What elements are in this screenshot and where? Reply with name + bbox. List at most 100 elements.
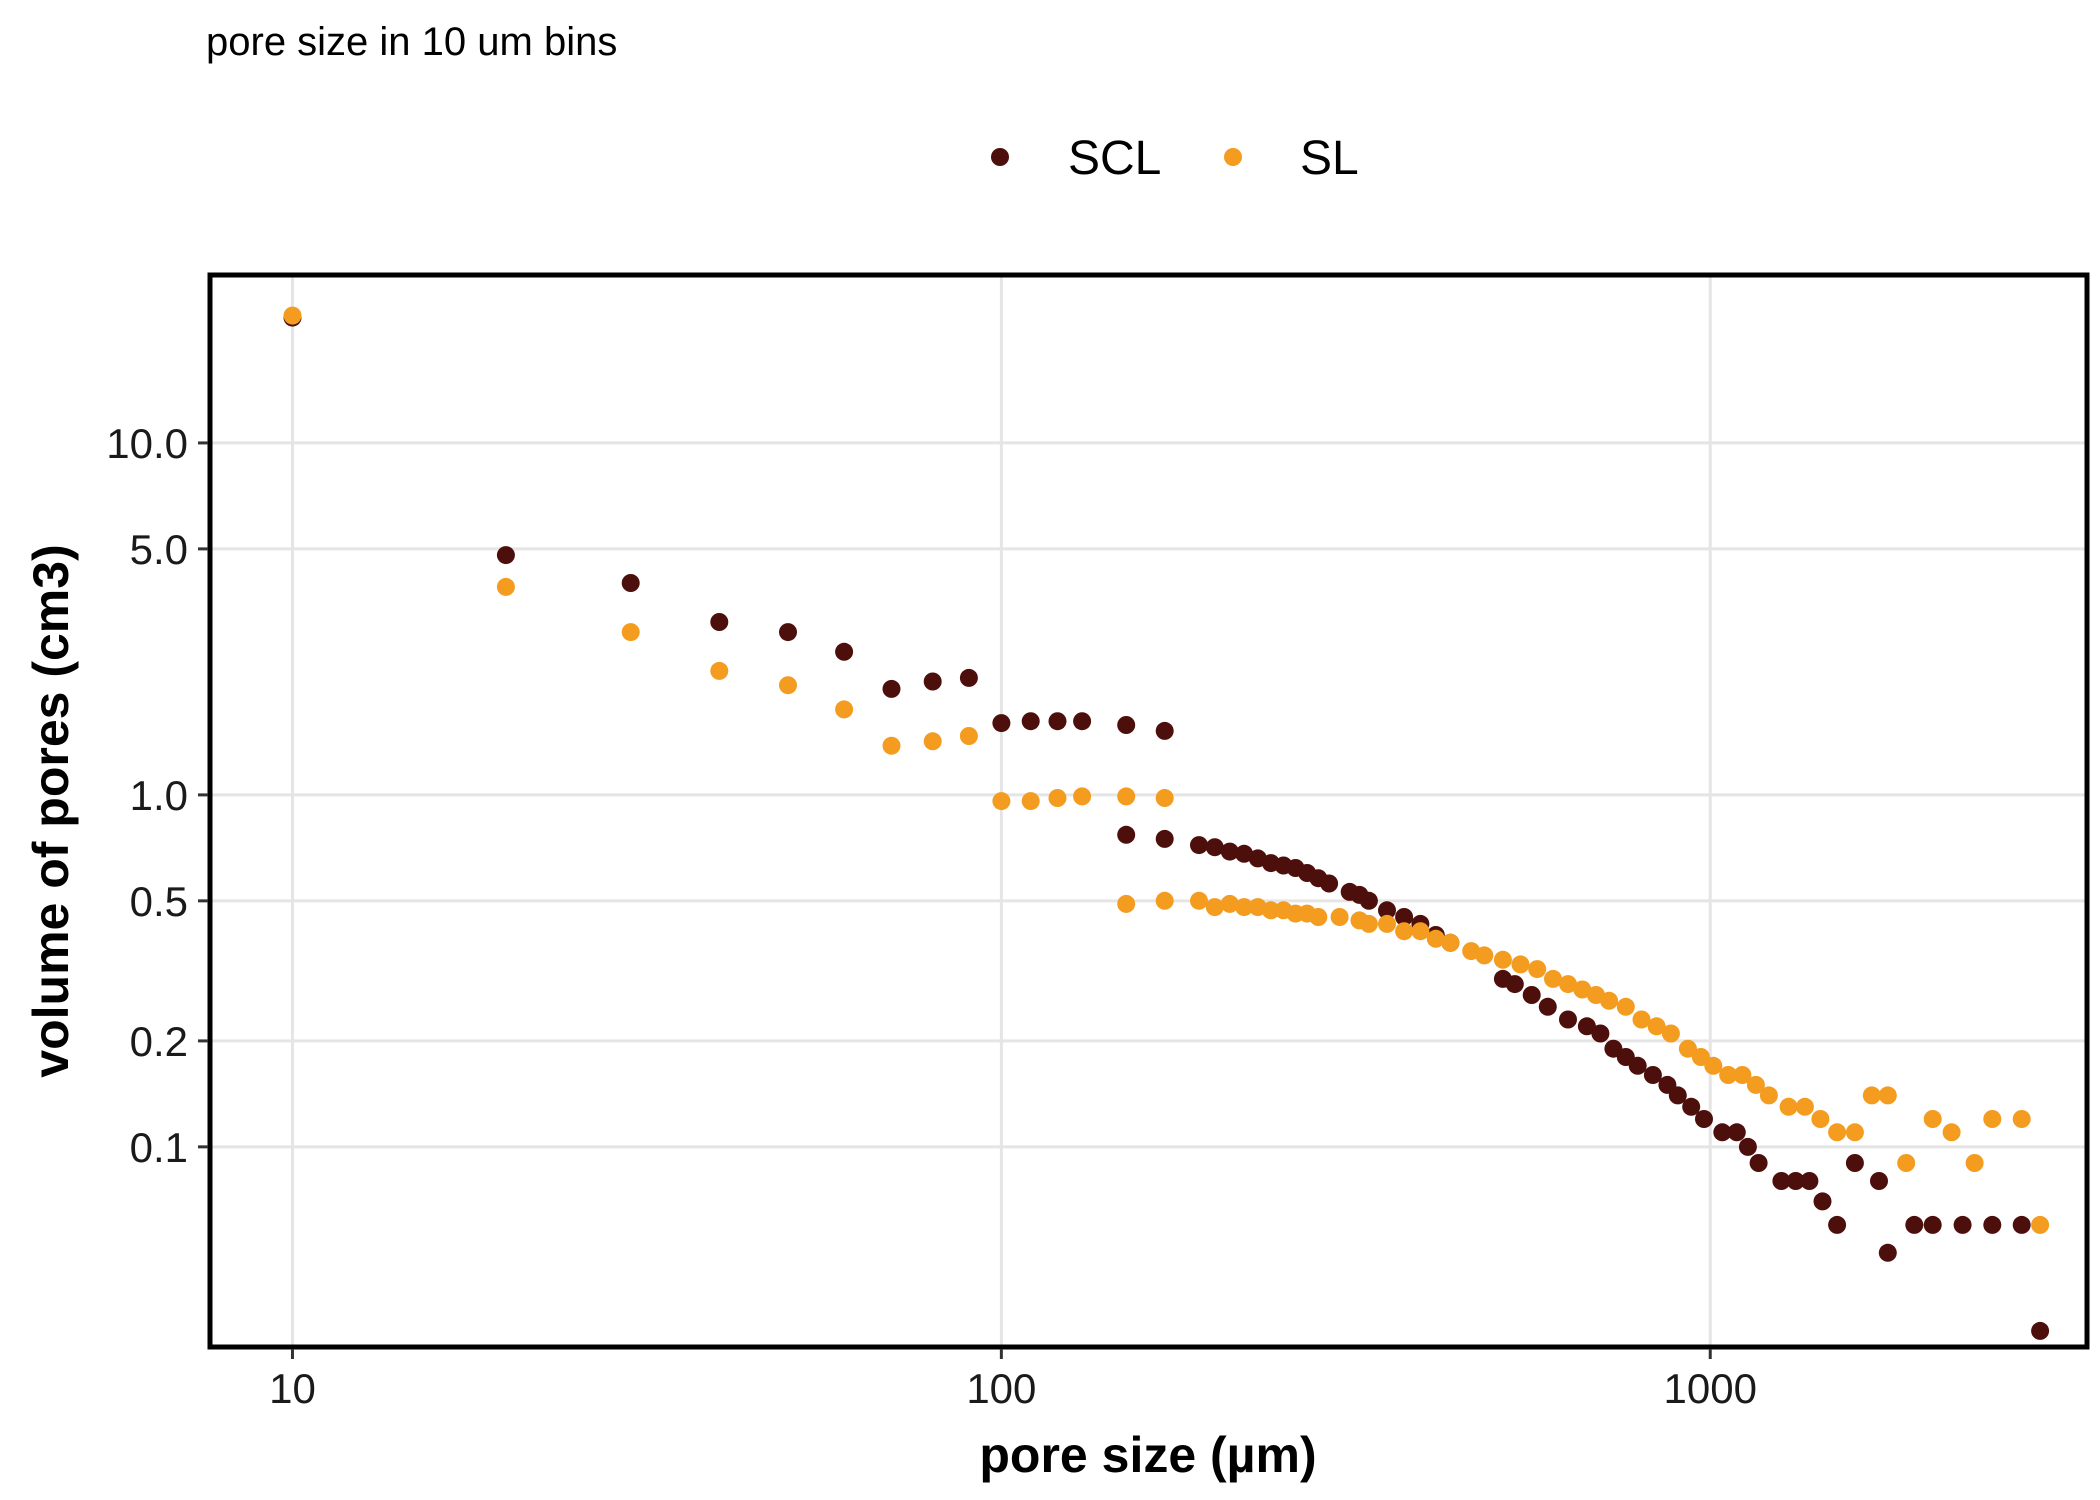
data-point-scl [1772,1172,1791,1190]
legend-marker-sl [1224,148,1242,166]
data-point-scl [1870,1172,1888,1190]
data-point-sl [1220,894,1239,913]
data-point-sl [1678,1039,1697,1058]
data-point-sl [1733,1066,1752,1084]
data-point-sl [923,732,942,751]
data-point-sl [1493,950,1512,969]
data-point-sl [1795,1097,1814,1116]
data-point-scl [1073,712,1092,731]
data-point-scl [1117,825,1136,844]
data-point-scl [882,679,901,698]
data-point-scl [1591,1024,1610,1043]
data-point-scl [1522,986,1541,1004]
data-point-scl [1190,836,1208,855]
x-tick-label: 1000 [1664,1365,1757,1412]
y-axis-title: volume of pores (cm3) [23,544,79,1077]
legend-label-scl: SCL [1068,132,1161,185]
data-point-sl [1719,1066,1738,1084]
data-point-sl [1965,1154,1984,1172]
data-point-sl [1378,914,1396,933]
data-point-sl [1511,955,1530,974]
x-tick-label: 10 [269,1365,316,1412]
data-point-sl [1309,908,1328,926]
data-point-scl [992,714,1011,733]
data-point-sl [1205,898,1224,917]
data-point-sl [1661,1024,1680,1043]
data-point-scl [1117,716,1136,734]
data-point-scl [1559,1010,1577,1029]
data-point-scl [1155,721,1174,740]
data-point-scl [1682,1097,1701,1116]
data-point-sl [1862,1086,1881,1105]
y-tick-label: 0.2 [130,1018,188,1065]
x-tick-label: 100 [966,1365,1036,1412]
data-point-sl [1441,933,1460,952]
data-point-sl [1878,1086,1897,1105]
data-point-scl [1786,1172,1805,1190]
data-point-sl [1759,1086,1778,1105]
data-point-scl [1713,1123,1732,1142]
data-point-scl [2012,1215,2031,1234]
data-point-scl [1749,1154,1768,1172]
grid [210,275,2087,1347]
data-point-sl [959,727,978,745]
data-point-scl [1668,1086,1687,1105]
data-point-scl [1800,1172,1819,1190]
data-point-scl [959,668,978,687]
data-point-sl [1983,1110,2002,1128]
y-tick-label: 1.0 [130,772,188,819]
data-point-scl [835,642,854,661]
data-point-scl [1155,829,1174,848]
legend: SCL SL [991,132,1359,185]
data-point-sl [1544,969,1562,988]
data-point-sl [1359,914,1378,933]
data-point-sl [1828,1123,1847,1142]
data-point-scl [621,574,640,592]
data-point-sl [1330,908,1349,926]
data-point-scl [1538,997,1557,1016]
data-point-scl [1505,975,1524,994]
data-points [283,306,2050,1340]
data-point-sl [1426,929,1445,948]
data-point-scl [1628,1056,1647,1075]
data-point-scl [923,672,942,691]
data-point-sl [1117,787,1136,806]
data-point-sl [283,306,302,325]
data-point-sl [1155,891,1174,910]
data-point-sl [1048,789,1067,807]
y-tick-label: 10.0 [106,420,188,467]
series-sl [283,306,2050,1234]
data-point-sl [1704,1056,1723,1075]
data-point-sl [1190,891,1208,910]
data-point-sl [1073,787,1092,806]
data-point-sl [1647,1017,1666,1036]
legend-marker-scl [991,148,1009,166]
data-point-scl [1220,842,1239,861]
data-point-scl [710,613,729,631]
data-point-scl [1878,1243,1897,1262]
data-point-sl [1845,1123,1864,1142]
data-point-sl [1600,991,1619,1010]
data-point-sl [710,661,729,680]
data-point-sl [992,792,1011,811]
data-point-scl [1983,1215,2002,1234]
data-point-scl [1828,1215,1847,1234]
data-point-sl [1942,1123,1961,1142]
data-point-sl [1811,1110,1830,1128]
data-point-sl [1475,946,1494,965]
data-point-scl [1577,1017,1596,1036]
data-point-sl [1261,901,1280,920]
data-point-sl [779,676,797,695]
data-point-sl [1117,894,1136,913]
data-point-sl [2012,1110,2031,1128]
data-point-scl [1320,874,1339,893]
data-point-sl [1632,1010,1651,1029]
chart-subtitle: pore size in 10 um bins [206,20,617,64]
series-scl [283,308,2050,1340]
data-point-scl [1643,1066,1662,1084]
data-point-scl [1905,1215,1924,1234]
data-point-scl [1738,1137,1757,1156]
x-axis-title: pore size (µm) [979,1427,1316,1483]
data-point-scl [1021,712,1040,731]
